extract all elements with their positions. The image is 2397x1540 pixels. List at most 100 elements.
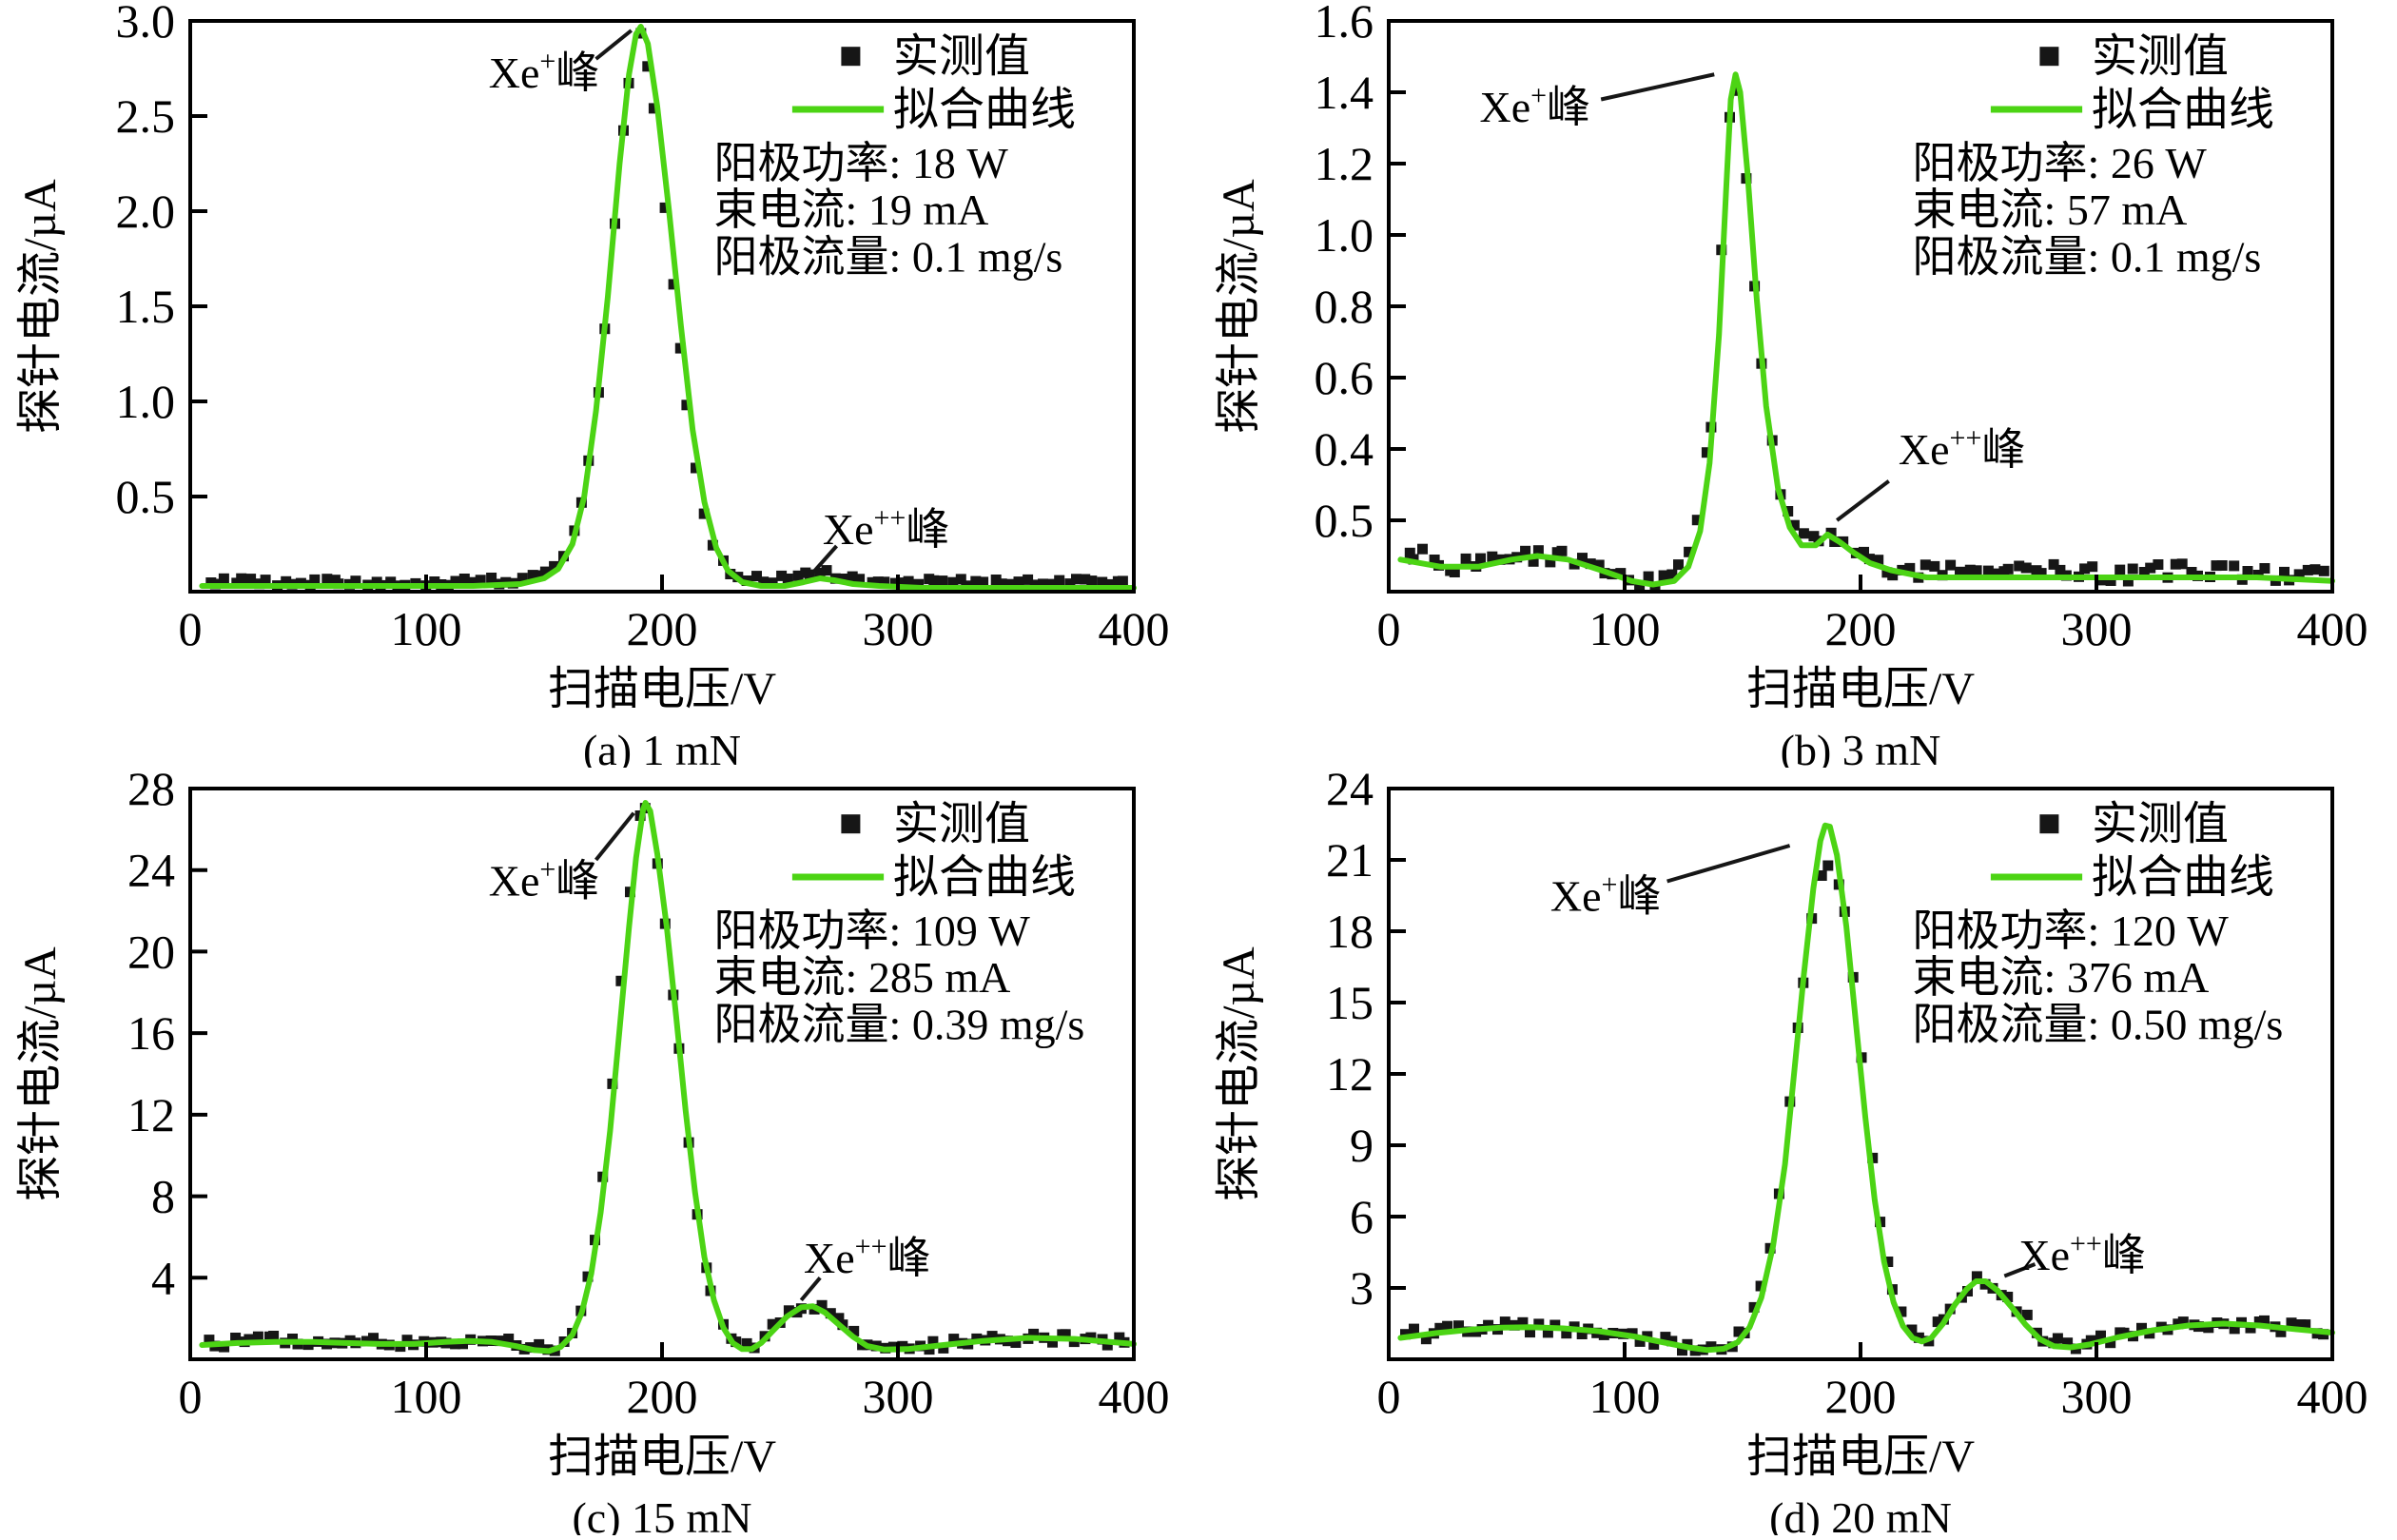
data-point-marker <box>1549 1319 1561 1331</box>
data-point-marker <box>2002 1292 2014 1302</box>
x-axis-label: 扫描电压/V <box>548 1432 776 1482</box>
data-point-marker <box>1705 1341 1717 1353</box>
params-line: 阳极功率: 120 W <box>1913 906 2230 955</box>
data-point-marker <box>2293 569 2305 580</box>
data-point-marker <box>978 576 989 588</box>
data-point-marker <box>889 577 901 589</box>
data-point-marker <box>1593 559 1605 571</box>
data-point-marker <box>204 1335 215 1346</box>
data-point-marker <box>1788 519 1800 531</box>
data-point-marker <box>903 575 914 587</box>
data-point-marker <box>2021 1309 2033 1320</box>
params-line: 阳极功率: 26 W <box>1913 139 2208 187</box>
data-point-marker <box>847 571 858 582</box>
data-point-marker <box>1666 1335 1678 1347</box>
data-point-marker <box>468 576 479 588</box>
data-point-marker <box>872 576 884 588</box>
data-point-marker <box>1013 576 1024 588</box>
y-tick-label: 21 <box>1326 833 1374 887</box>
y-tick-label: 20 <box>127 925 175 978</box>
data-point-marker <box>458 574 470 584</box>
y-tick-label: 1.0 <box>1315 208 1374 262</box>
data-point-marker <box>2211 560 2222 572</box>
data-point-marker <box>1822 860 1834 871</box>
data-point-marker <box>236 573 247 584</box>
data-point-marker <box>839 574 850 584</box>
data-point-marker <box>230 1333 242 1343</box>
data-point-marker <box>2229 1323 2240 1335</box>
data-point-marker <box>450 575 461 587</box>
data-point-marker <box>1068 1336 1080 1348</box>
data-point-marker <box>1577 553 1588 564</box>
data-point-marker <box>1047 578 1059 590</box>
data-point-marker <box>2114 564 2126 575</box>
data-point-marker <box>1475 553 1486 564</box>
data-point-marker <box>767 577 778 589</box>
y-tick-label: 1.5 <box>116 280 176 333</box>
data-point-marker <box>938 1342 949 1354</box>
data-point-marker <box>385 576 397 588</box>
data-point-marker <box>219 1341 230 1353</box>
legend-measured-marker <box>2039 814 2059 834</box>
data-point-marker <box>2136 1322 2147 1334</box>
y-tick-label: 18 <box>1326 905 1374 958</box>
data-point-marker <box>1677 1345 1687 1356</box>
data-point-marker <box>1964 564 1976 575</box>
panel-c: 0 100 200 300 400 28 24 20 16 12 8 4 探针电流/µA 扫描电压/V (c… <box>0 762 1198 1540</box>
y-tick-label: 1.4 <box>1315 66 1374 119</box>
data-point-marker <box>2105 575 2116 586</box>
data-point-marker <box>1955 566 1965 577</box>
data-point-marker <box>1660 1332 1671 1343</box>
data-point-marker <box>776 570 788 581</box>
x-tick-label: 400 <box>1099 1370 1170 1423</box>
data-point-marker <box>1887 570 1899 581</box>
x-tick-label: 300 <box>863 1370 934 1423</box>
data-point-marker <box>783 1305 794 1316</box>
x-axis-label: 扫描电压/V <box>1746 664 1975 714</box>
data-point-marker <box>1086 575 1098 587</box>
legend-fit-label: 拟合曲线 <box>893 85 1076 135</box>
x-tick-label: 100 <box>391 1370 462 1423</box>
data-point-marker <box>1420 1334 1432 1345</box>
params-line: 阳极流量: 0.39 mg/s <box>714 1000 1085 1048</box>
data-point-marker <box>2229 560 2240 572</box>
x-axis-label: 扫描电压/V <box>548 664 776 714</box>
data-point-marker <box>218 573 229 584</box>
y-tick-label: 3.0 <box>116 0 176 48</box>
legend-measured-label: 实测值 <box>2092 799 2229 849</box>
data-point-marker <box>1798 528 1809 539</box>
params-line: 束电流: 285 mA <box>714 953 1011 1002</box>
data-point-marker <box>970 575 982 587</box>
data-point-marker <box>833 1313 845 1324</box>
legend-fit-label: 拟合曲线 <box>893 852 1076 903</box>
y-tick-label: 0.8 <box>1315 280 1374 333</box>
data-point-marker <box>1920 559 1931 571</box>
y-tick-label: 16 <box>127 1006 175 1060</box>
data-point-marker <box>1730 85 1742 96</box>
x-axis-label: 扫描电压/V <box>1746 1432 1975 1482</box>
data-point-marker <box>2259 1315 2270 1326</box>
data-point-marker <box>1561 1328 1572 1339</box>
data-point-marker <box>244 1334 255 1345</box>
data-point-marker <box>1054 575 1065 586</box>
x-tick-label: 300 <box>2061 1370 2133 1423</box>
data-point-marker <box>1499 1316 1510 1328</box>
legend-fit-label: 拟合曲线 <box>2092 852 2274 903</box>
data-point-marker <box>2203 1322 2214 1334</box>
y-tick-label: 15 <box>1326 976 1374 1029</box>
y-axis-label: 探针电流/µA <box>15 179 66 434</box>
data-point-marker <box>948 1334 960 1345</box>
params-line: 阳极流量: 0.1 mg/s <box>1913 232 2262 281</box>
data-point-marker <box>534 1338 545 1350</box>
data-point-marker <box>758 576 770 588</box>
x-tick-label: 400 <box>2297 1370 2368 1423</box>
data-point-marker <box>1556 545 1568 556</box>
data-point-marker <box>879 576 890 588</box>
x-tick-label: 200 <box>1825 1370 1897 1423</box>
y-tick-label: 0.6 <box>1315 351 1374 404</box>
x-tick-label: 300 <box>863 602 934 655</box>
data-point-marker <box>1945 559 1957 571</box>
panel-b-chart: 0 100 200 300 400 1.6 1.4 1.2 1.0 0.8 0.6 0.4 0.5 探针电… <box>1214 0 2368 774</box>
x-tick-label: 300 <box>2061 602 2133 655</box>
data-point-marker <box>990 575 1002 585</box>
